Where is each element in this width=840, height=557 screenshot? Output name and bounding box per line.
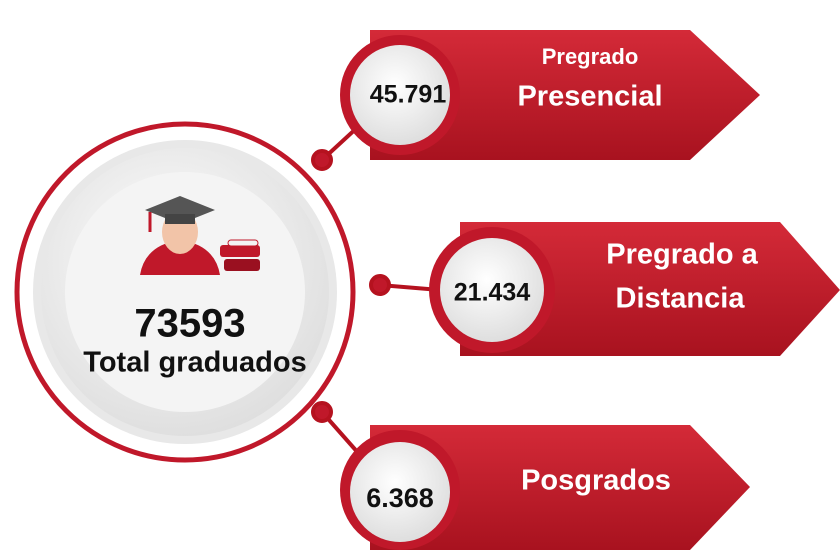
banner xyxy=(340,425,750,550)
item-label: Pregrado xyxy=(542,44,639,69)
banner xyxy=(429,222,840,356)
item-label: Distancia xyxy=(616,283,746,315)
item-value: 45.791 xyxy=(370,81,447,109)
item-label: Pregrado a xyxy=(606,239,758,271)
total-value: 73593 xyxy=(134,302,245,346)
banner xyxy=(340,30,760,160)
connectors xyxy=(311,123,441,457)
item-label: Posgrados xyxy=(521,465,671,497)
main-circle xyxy=(14,121,356,463)
item-value: 21.434 xyxy=(454,279,531,307)
total-label: Total graduados xyxy=(83,347,306,379)
item-value: 6.368 xyxy=(366,483,434,513)
item-label: Presencial xyxy=(517,81,662,113)
graduate-icon xyxy=(140,196,260,275)
